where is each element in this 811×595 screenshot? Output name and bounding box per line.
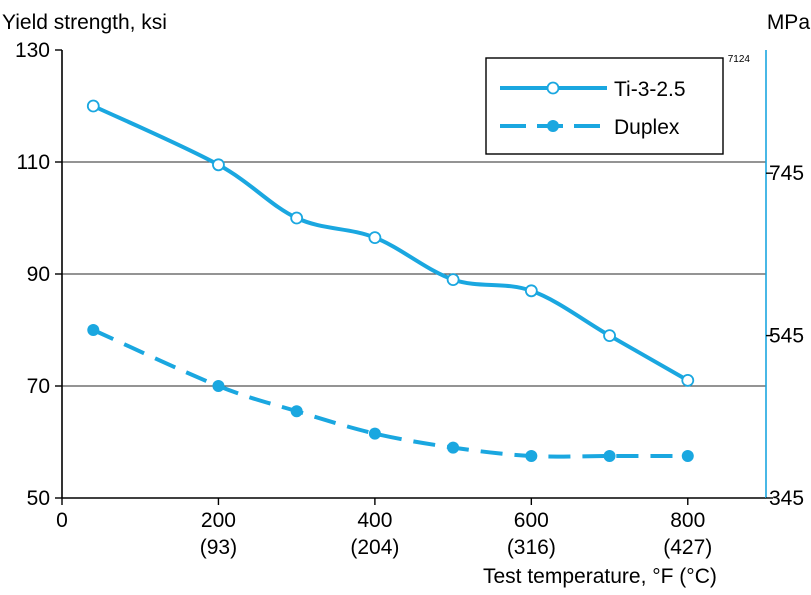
marker-filled-circle [603, 450, 616, 462]
y-tick-label-right: 745 [769, 162, 804, 185]
x-tick-label: 600 [514, 509, 549, 532]
y-tick-label-left: 70 [27, 375, 50, 398]
marker-filled-circle [87, 324, 100, 336]
marker-open-circle [368, 231, 382, 245]
series-1 [87, 324, 694, 462]
y-tick-label-left: 50 [27, 487, 50, 510]
x-tick-label: 400 [357, 509, 392, 532]
legend-label: Duplex [614, 116, 680, 139]
marker-open-circle [212, 158, 225, 172]
legend: Ti-3-2.5 Duplex [485, 57, 724, 155]
y-tick-label-right: 345 [769, 487, 804, 510]
legend-marker [547, 120, 559, 132]
x-tick-sublabel: (204) [350, 536, 399, 559]
marker-open-circle [681, 373, 695, 387]
y-axis-label-right: MPa [767, 11, 811, 34]
x-tick-label: 0 [56, 509, 68, 532]
y-tick-label-left: 90 [27, 263, 50, 286]
y-tick-label-right: 545 [769, 325, 804, 348]
gridlines [62, 161, 766, 387]
x-tick-sublabel: (316) [507, 536, 556, 559]
marker-filled-circle [525, 450, 538, 462]
y-tick-label-left: 130 [15, 39, 50, 62]
marker-filled-circle [681, 450, 694, 462]
legend-label: Ti-3-2.5 [614, 78, 686, 101]
legend-marker [546, 81, 560, 95]
series-line [92, 328, 688, 459]
marker-open-circle [603, 329, 616, 343]
marker-open-circle [86, 99, 100, 113]
y-tick-label-left: 110 [17, 151, 50, 174]
marker-filled-circle [447, 441, 460, 454]
series-layer [86, 99, 695, 462]
marker-filled-circle [368, 427, 381, 440]
marker-open-circle [446, 273, 460, 287]
ticks: 50 70 90 110 130 345 545 745 0 200 (93) 400 (204) 600… [15, 39, 804, 559]
marker-open-circle [524, 284, 538, 298]
x-axis-label: Test temperature, °F (°C) [483, 565, 717, 588]
figure-code: 7124 [728, 54, 751, 65]
marker-filled-circle [212, 380, 225, 392]
x-tick-label: 200 [201, 509, 236, 532]
marker-filled-circle [290, 405, 303, 418]
series-0 [86, 99, 695, 387]
marker-open-circle [290, 211, 304, 225]
y-axis-label-left: Yield strength, ksi [2, 11, 167, 34]
x-tick-label: 800 [670, 509, 705, 532]
legend-box [485, 57, 724, 155]
x-tick-sublabel: (427) [663, 536, 712, 559]
x-tick-sublabel: (93) [200, 536, 237, 559]
